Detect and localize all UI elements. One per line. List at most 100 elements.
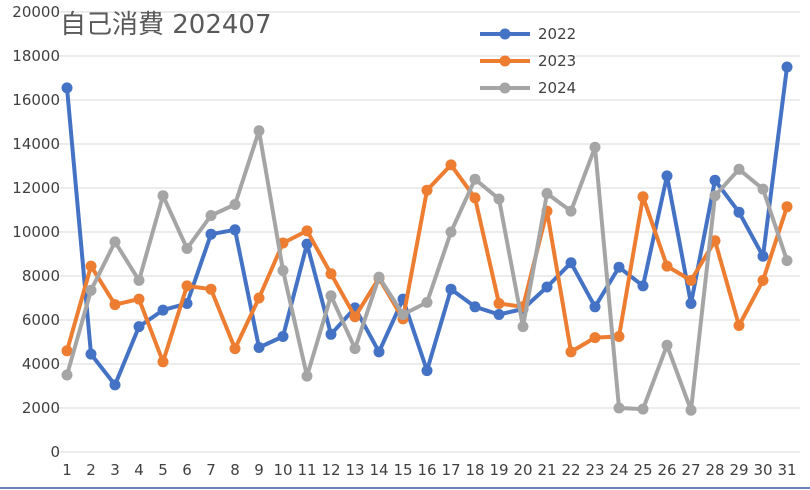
data-point <box>493 193 505 205</box>
data-point <box>661 170 673 182</box>
data-point <box>133 321 145 333</box>
data-point <box>757 183 769 195</box>
data-point <box>61 82 73 94</box>
y-tick-label: 0 <box>50 443 60 461</box>
data-point <box>733 320 745 331</box>
data-point <box>109 299 121 311</box>
data-point <box>133 293 145 305</box>
data-point <box>781 201 793 213</box>
data-point <box>709 190 721 202</box>
x-tick-label: 29 <box>729 461 748 479</box>
data-point <box>757 250 769 262</box>
x-tick-label: 13 <box>345 461 364 479</box>
data-point <box>565 205 577 217</box>
legend-swatch-marker <box>499 82 511 94</box>
data-point <box>445 159 457 171</box>
x-tick-label: 16 <box>417 461 436 479</box>
data-point <box>637 191 649 203</box>
data-point <box>109 379 121 391</box>
y-axis: 0 2000 4000 6000 8000 10000 12000 14000 16000 180… <box>12 3 60 461</box>
data-point <box>133 274 145 286</box>
data-point <box>469 192 481 204</box>
legend-item-2024: 2024 <box>480 79 576 97</box>
data-point <box>421 296 433 308</box>
data-point <box>253 125 265 137</box>
legend-swatch-marker <box>499 55 511 67</box>
data-point <box>613 402 625 414</box>
data-point <box>613 261 625 273</box>
data-point <box>637 403 649 415</box>
x-tick-label: 20 <box>513 461 532 479</box>
y-tick-label: 16000 <box>12 91 60 109</box>
data-point <box>253 292 265 304</box>
data-point <box>205 210 217 221</box>
y-tick-label: 8000 <box>22 267 60 285</box>
data-point <box>445 283 457 295</box>
y-tick-label: 12000 <box>12 179 60 197</box>
x-tick-label: 1 <box>62 461 72 479</box>
data-point <box>517 321 529 333</box>
data-point <box>85 348 97 360</box>
x-tick-label: 27 <box>681 461 700 479</box>
x-tick-label: 23 <box>585 461 604 479</box>
x-tick-label: 2 <box>86 461 96 479</box>
legend: 2022 2023 2024 <box>480 25 576 97</box>
y-tick-label: 2000 <box>22 399 60 417</box>
y-tick-label: 4000 <box>22 355 60 373</box>
data-point <box>397 309 409 320</box>
data-point <box>61 345 73 357</box>
y-tick-label: 20000 <box>12 3 60 21</box>
data-point <box>61 369 73 381</box>
x-tick-label: 22 <box>561 461 580 479</box>
data-point <box>229 224 241 236</box>
x-tick-label: 14 <box>369 461 388 479</box>
data-point <box>229 199 241 210</box>
data-point <box>325 290 337 302</box>
x-tick-label: 18 <box>465 461 484 479</box>
y-tick-label: 6000 <box>22 311 60 329</box>
data-point <box>613 331 625 342</box>
data-point <box>85 284 97 296</box>
data-point <box>469 301 481 313</box>
x-tick-label: 9 <box>254 461 264 479</box>
data-point <box>205 283 217 295</box>
data-point <box>157 190 169 202</box>
y-tick-label: 14000 <box>12 135 60 153</box>
data-point <box>781 61 793 73</box>
data-point <box>85 260 97 272</box>
data-point <box>685 274 697 286</box>
x-tick-label: 24 <box>609 461 628 479</box>
data-point <box>421 184 433 196</box>
x-tick-label: 17 <box>441 461 460 479</box>
gridlines <box>57 11 800 453</box>
data-point <box>301 370 313 382</box>
data-point <box>373 346 385 358</box>
data-point <box>589 332 601 344</box>
x-tick-label: 25 <box>633 461 652 479</box>
x-tick-label: 7 <box>206 461 216 479</box>
x-tick-label: 10 <box>273 461 292 479</box>
data-point <box>709 174 721 186</box>
data-point <box>349 311 361 323</box>
data-point <box>253 342 265 353</box>
data-point <box>445 226 457 238</box>
data-point <box>733 206 745 218</box>
data-point <box>541 188 553 199</box>
legend-label: 2024 <box>538 79 576 97</box>
x-tick-label: 21 <box>537 461 556 479</box>
x-tick-label: 28 <box>705 461 724 479</box>
data-point <box>661 260 673 272</box>
data-point <box>349 343 361 355</box>
legend-item-2022: 2022 <box>480 25 576 43</box>
data-point <box>781 255 793 267</box>
x-tick-label: 6 <box>182 461 192 479</box>
data-point <box>157 356 169 368</box>
x-tick-label: 3 <box>110 461 120 479</box>
x-tick-label: 30 <box>753 461 772 479</box>
x-tick-label: 11 <box>297 461 316 479</box>
x-tick-label: 4 <box>134 461 144 479</box>
data-point <box>301 225 313 237</box>
data-point <box>469 173 481 185</box>
x-tick-label: 19 <box>489 461 508 479</box>
